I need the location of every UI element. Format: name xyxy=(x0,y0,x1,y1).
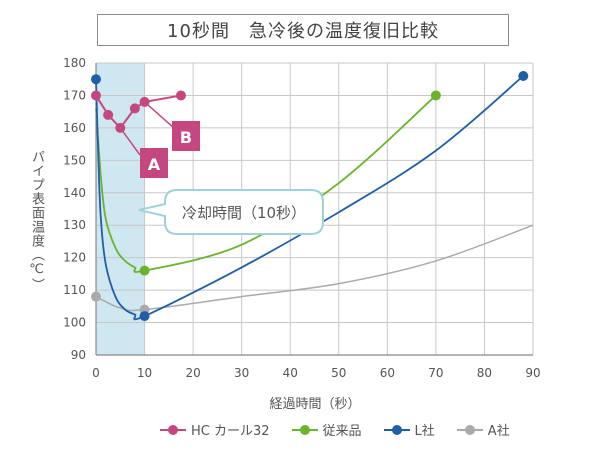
y-tick-label: 180 xyxy=(63,56,86,70)
annotation-b-box xyxy=(172,121,200,151)
series-line-l-company xyxy=(95,75,524,321)
legend-item-a-company: A社 xyxy=(456,420,510,439)
x-axis-label: 経過時間（秒） xyxy=(269,397,361,412)
legend-swatch xyxy=(456,424,483,436)
data-point-hc-curl32 xyxy=(175,90,186,101)
legend-swatch xyxy=(383,424,410,436)
y-tick-label: 120 xyxy=(63,251,86,265)
legend-item-hc-curl32: HC カール32 xyxy=(160,420,270,439)
legend-item-l-company: L社 xyxy=(383,420,435,439)
cooling-time-label: 冷却時間（10秒） xyxy=(182,204,306,222)
chart-title: 10秒間 急冷後の温度復旧比較 xyxy=(97,14,509,46)
x-tick-label: 40 xyxy=(283,366,298,380)
y-tick-label: 140 xyxy=(63,186,86,200)
x-tick-label: 90 xyxy=(525,366,540,380)
x-tick-label: 30 xyxy=(234,366,249,380)
y-tick-label: 150 xyxy=(63,153,86,167)
x-tick-label: 50 xyxy=(331,366,346,380)
data-point-hc-curl32 xyxy=(103,109,114,120)
annotation-a-box xyxy=(140,148,168,178)
x-tick-label: 20 xyxy=(185,366,200,380)
legend-label: 従来品 xyxy=(322,424,362,439)
y-tick-label: 90 xyxy=(71,348,86,362)
annotation-a-label: A xyxy=(148,155,161,174)
cooling-time-callout xyxy=(138,189,324,235)
data-point-a-company xyxy=(91,291,101,302)
legend-swatch xyxy=(160,424,186,436)
data-point-hc-curl32 xyxy=(129,103,140,114)
x-tick-label: 80 xyxy=(477,366,492,380)
legend-swatch xyxy=(291,424,318,436)
data-point-hc-curl32 xyxy=(91,90,101,101)
legend-item-conventional: 従来品 xyxy=(291,420,362,439)
y-axis-label: パイプ表面温度（℃） xyxy=(29,150,44,292)
data-point-conventional xyxy=(139,265,150,276)
legend-label: L社 xyxy=(414,424,435,439)
y-tick-label: 160 xyxy=(63,121,86,135)
x-tick-label: 0 xyxy=(92,366,100,380)
y-tick-label: 130 xyxy=(63,218,86,232)
data-point-l-company xyxy=(518,70,529,81)
y-tick-label: 170 xyxy=(63,88,86,102)
series-line-a-company xyxy=(95,224,534,312)
legend: HC カール32 従来品 L社 A社 xyxy=(160,420,510,439)
legend-label: A社 xyxy=(487,424,510,439)
data-point-l-company xyxy=(91,74,101,85)
data-point-l-company xyxy=(139,311,150,322)
x-tick-label: 10 xyxy=(137,366,152,380)
data-point-conventional xyxy=(430,90,441,101)
annotation-b-leader xyxy=(144,101,175,129)
annotation-b-label: B xyxy=(180,128,192,147)
legend-label: HC カール32 xyxy=(191,424,270,439)
annotation-a-leader xyxy=(119,127,141,156)
x-tick-label: 60 xyxy=(380,366,395,380)
x-tick-label: 70 xyxy=(428,366,443,380)
y-tick-label: 110 xyxy=(63,283,86,297)
y-tick-label: 100 xyxy=(63,316,86,330)
